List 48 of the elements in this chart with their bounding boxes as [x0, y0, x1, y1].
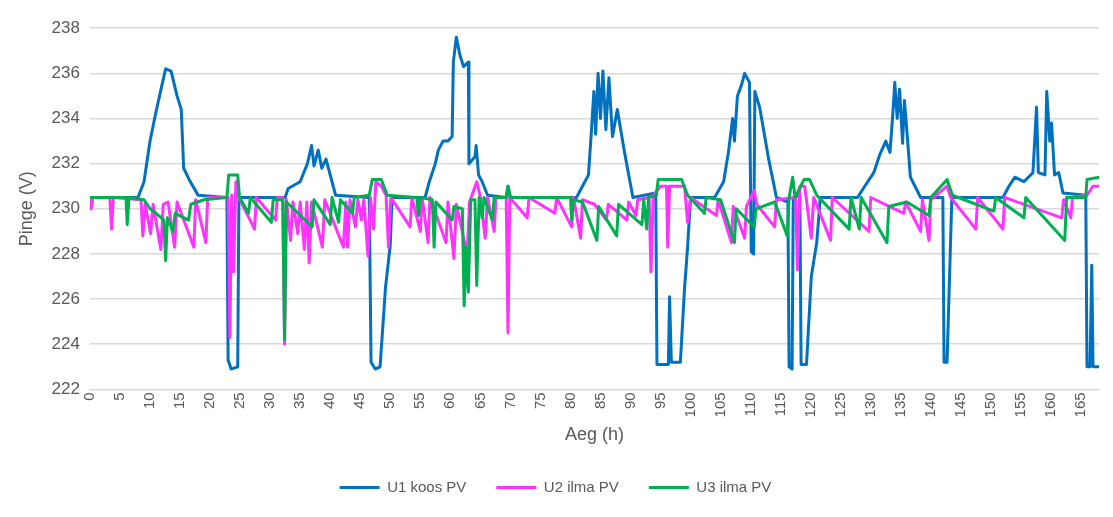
x-tick-label: 55	[410, 392, 428, 410]
x-tick-label: 30	[260, 392, 278, 410]
y-tick-label: 228	[51, 243, 80, 263]
x-tick-label: 60	[440, 392, 458, 410]
y-tick-label: 226	[51, 288, 80, 308]
x-tick-label: 65	[470, 392, 488, 410]
y-tick-label: 236	[51, 63, 80, 83]
x-tick-label: 160	[1041, 392, 1059, 418]
x-tick-label: 140	[920, 392, 938, 418]
x-tick-label: 130	[860, 392, 878, 418]
y-tick-label: 230	[51, 198, 80, 218]
x-tick-label: 125	[830, 392, 848, 418]
legend-label: U3 ilma PV	[696, 477, 772, 495]
y-tick-label: 234	[51, 108, 80, 128]
legend-label: U2 ilma PV	[543, 477, 619, 495]
x-tick-label: 25	[230, 392, 248, 410]
x-tick-label: 105	[710, 392, 728, 418]
x-tick-label: 80	[560, 392, 578, 410]
y-tick-label: 232	[51, 153, 80, 173]
x-tick-label: 35	[290, 392, 308, 410]
x-tick-label: 145	[951, 392, 968, 418]
x-tick-label: 110	[740, 392, 758, 417]
x-tick-label: 20	[200, 392, 218, 410]
x-tick-label: 150	[981, 392, 999, 418]
x-tick-label: 165	[1071, 392, 1089, 418]
y-tick-label: 224	[51, 333, 80, 353]
x-tick-label: 135	[890, 392, 908, 418]
x-tick-label: 155	[1011, 392, 1029, 418]
x-tick-label: 0	[80, 392, 98, 401]
x-tick-label: 45	[350, 392, 368, 410]
y-tick-label: 222	[51, 379, 80, 399]
x-tick-label: 120	[800, 392, 818, 418]
x-tick-label: 115	[770, 392, 788, 417]
x-tick-label: 70	[500, 392, 518, 410]
x-tick-label: 10	[140, 392, 158, 410]
x-tick-label: 100	[680, 392, 698, 418]
x-tick-label: 15	[170, 392, 188, 410]
x-axis-title: Aeg (h)	[564, 424, 624, 445]
x-tick-label: 85	[590, 392, 608, 410]
x-tick-label: 90	[620, 392, 638, 410]
x-tick-label: 95	[650, 392, 668, 410]
x-tick-label: 40	[320, 392, 338, 410]
x-tick-label: 50	[380, 392, 398, 410]
legend-label: U1 koos PV	[387, 477, 467, 495]
y-axis-title: Pinge (V)	[15, 171, 36, 247]
x-tick-label: 75	[530, 392, 548, 410]
x-tick-label: 5	[110, 392, 128, 401]
y-tick-label: 238	[51, 17, 80, 37]
